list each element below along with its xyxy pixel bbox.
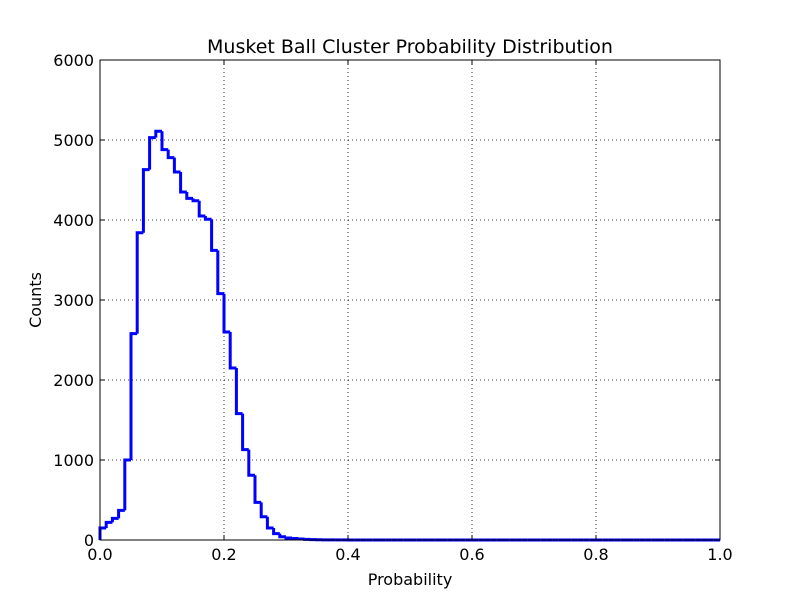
x-tick-label: 0.0 — [87, 545, 112, 564]
histogram-bin — [191, 198, 200, 203]
histogram-bin — [123, 458, 131, 511]
histogram-bin — [148, 136, 156, 170]
histogram-bin — [216, 250, 224, 296]
histogram-bin — [166, 149, 175, 160]
histogram-bin — [141, 168, 150, 233]
histogram-bin — [247, 449, 255, 477]
histogram-bin — [284, 536, 293, 540]
histogram-bin — [259, 502, 268, 519]
histogram-bin — [154, 129, 162, 138]
histogram-bin — [104, 520, 113, 528]
y-tick-label: 5000 — [53, 131, 94, 150]
histogram-bin — [272, 528, 280, 536]
histogram-bin — [290, 537, 299, 541]
histogram-bin — [117, 508, 125, 519]
y-tick-label: 2000 — [53, 371, 94, 390]
histogram-bin — [129, 332, 138, 460]
histogram-bin — [228, 332, 237, 370]
histogram-bin — [197, 200, 206, 218]
histogram-bin — [253, 475, 262, 504]
y-tick-label: 6000 — [53, 51, 94, 70]
y-tick-label: 1000 — [53, 451, 94, 470]
y-tick-label: 0 — [84, 531, 94, 550]
histogram-bin — [135, 231, 144, 334]
histogram-bin — [203, 216, 212, 221]
histogram-bin — [185, 192, 193, 200]
histogram-bin — [278, 533, 286, 539]
histogram-bin — [179, 172, 187, 194]
grid-lines — [100, 60, 720, 540]
histogram-bin — [234, 368, 243, 416]
histogram-bin — [265, 516, 274, 530]
histogram-bin — [210, 219, 218, 252]
histogram-bin — [160, 131, 169, 152]
x-tick-label: 0.2 — [211, 545, 236, 564]
x-axis-label: Probability — [368, 570, 453, 589]
y-tick-label: 3000 — [53, 291, 94, 310]
histogram-bin — [241, 413, 249, 452]
ticks: 0.0 0.2 0.4 0.6 0.8 1.0 0 1000 2000 3000 4000 5000 6… — [53, 51, 732, 564]
x-tick-label: 1.0 — [707, 545, 732, 564]
histogram-bin — [222, 293, 231, 334]
x-tick-label: 0.6 — [459, 545, 484, 564]
x-tick-label: 0.8 — [583, 545, 608, 564]
y-axis-label: Counts — [26, 272, 45, 328]
chart-title: Musket Ball Cluster Probability Distribu… — [207, 36, 613, 58]
histogram-bin — [110, 516, 119, 523]
x-tick-label: 0.4 — [335, 545, 360, 564]
histogram-bin — [172, 157, 181, 174]
y-tick-label: 4000 — [53, 211, 94, 230]
